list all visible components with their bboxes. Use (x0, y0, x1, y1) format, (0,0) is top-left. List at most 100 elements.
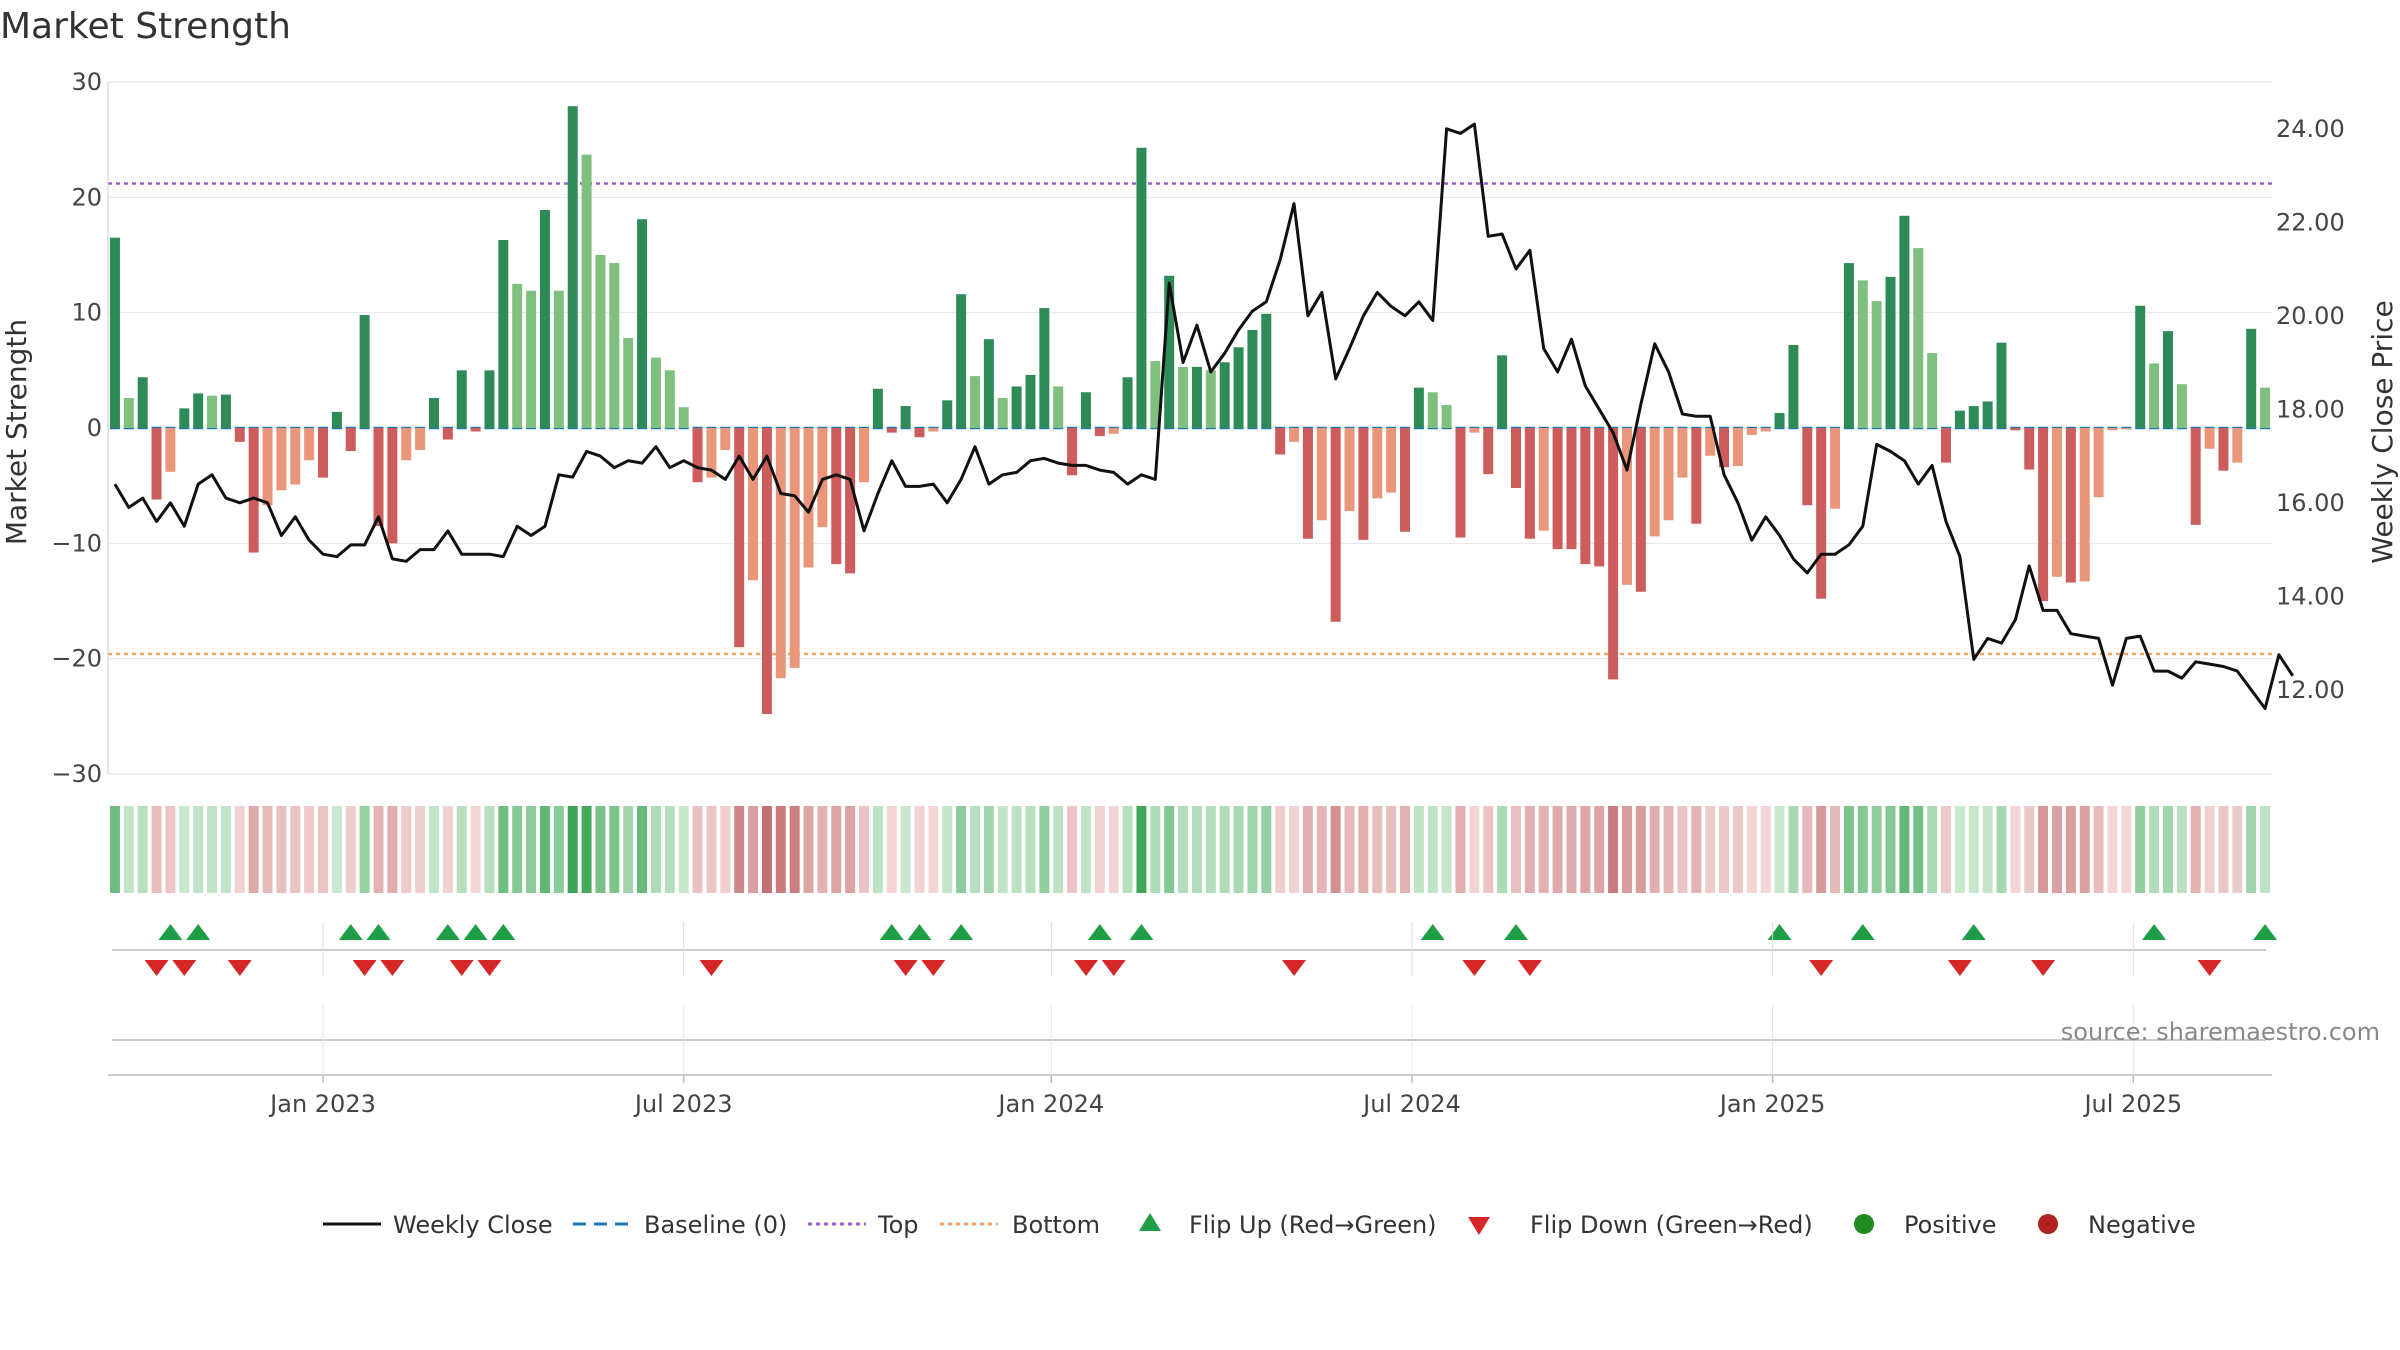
strip-cell (1358, 806, 1369, 893)
strength-bar (567, 106, 578, 428)
strip-cell (831, 806, 842, 893)
strength-bar (220, 394, 231, 428)
strip-cell (872, 806, 883, 893)
strength-bar (1289, 428, 1300, 442)
strip-cell (900, 806, 911, 893)
strength-bar (2162, 331, 2173, 428)
strip-cell (2190, 806, 2201, 893)
strength-bar (387, 428, 398, 544)
strip-cell (1261, 806, 1272, 893)
flip-up-marker (949, 924, 974, 940)
strip-cell (2121, 806, 2132, 893)
strength-bar (845, 428, 856, 574)
strength-bar (803, 428, 814, 568)
strength-bar (1344, 428, 1355, 512)
y2-tick-label: 12.00 (2276, 676, 2345, 704)
y-tick-label: 30 (71, 68, 102, 96)
strip-cell (1372, 806, 1383, 893)
strength-bar (1913, 248, 1924, 428)
strip-cell (1080, 806, 1091, 893)
strip-cell (789, 806, 800, 893)
strip-cell (650, 806, 661, 893)
strength-bar (137, 377, 148, 428)
y-tick-label: −30 (51, 760, 102, 788)
strength-bar (2232, 428, 2243, 463)
strip-cell (193, 806, 204, 893)
strip-cell (803, 806, 814, 893)
flip-down-marker (1947, 960, 1972, 976)
strip-cell (401, 806, 412, 893)
strip-cell (2246, 806, 2257, 893)
strength-bar (2246, 328, 2257, 428)
flip-down-marker (172, 960, 197, 976)
flip-down-marker (144, 960, 169, 976)
strength-bar (831, 428, 842, 565)
strength-bar (1150, 361, 1161, 428)
strip-cell (2176, 806, 2187, 893)
strip-cell (609, 806, 620, 893)
strength-bar (1011, 386, 1022, 428)
strip-cell (484, 806, 495, 893)
flip-up-marker (1129, 924, 1154, 940)
flip-down-marker (352, 960, 377, 976)
strength-bar (1816, 428, 1827, 599)
strength-bar (1968, 406, 1979, 428)
strength-bar (872, 388, 883, 428)
strength-bar (2024, 428, 2035, 470)
strength-bar (1538, 428, 1549, 531)
strength-bar (928, 428, 939, 432)
strip-cell (470, 806, 481, 893)
strength-bar (1941, 428, 1952, 463)
strip-cell (1455, 806, 1466, 893)
strength-bar (1705, 428, 1716, 456)
strip-cell (262, 806, 273, 893)
strength-bar (498, 240, 509, 428)
strength-bar (1899, 215, 1910, 428)
strip-cell (2149, 806, 2160, 893)
strength-bar (484, 370, 495, 428)
strip-cell (928, 806, 939, 893)
strip-cell (1427, 806, 1438, 893)
strength-bar (2051, 428, 2062, 577)
strip-cell (428, 806, 439, 893)
strip-cell (1538, 806, 1549, 893)
flip-down-marker (2031, 960, 2056, 976)
strength-bar (1330, 428, 1341, 622)
strip-cell (1316, 806, 1327, 893)
strip-cell (1011, 806, 1022, 893)
strength-bar (1039, 308, 1050, 428)
strip-cell (207, 806, 218, 893)
strip-cell (359, 806, 370, 893)
strip-cell (2135, 806, 2146, 893)
flip-down-marker (1101, 960, 1126, 976)
strength-bar (276, 428, 287, 491)
strength-bar (1524, 428, 1535, 539)
strength-bar (1413, 387, 1424, 428)
strength-bar (1053, 386, 1064, 428)
strip-cell (290, 806, 301, 893)
strength-bar (373, 428, 384, 527)
strip-cell (969, 806, 980, 893)
flip-down-marker (1462, 960, 1487, 976)
strength-bar (1136, 147, 1147, 429)
x-tick-label: Jan 2023 (268, 1090, 376, 1118)
flip-down-marker (699, 960, 724, 976)
strip-cell (1247, 806, 1258, 893)
legend-bottom-label: Bottom (1012, 1211, 1100, 1239)
strength-bar (1247, 329, 1258, 428)
strip-cell (1344, 806, 1355, 893)
strip-cell (1871, 806, 1882, 893)
y-tick-label: 20 (71, 183, 102, 211)
strip-cell (137, 806, 148, 893)
strength-bar (2204, 428, 2215, 449)
strip-cell (2093, 806, 2104, 893)
flip-down-marker (227, 960, 252, 976)
strength-bar (2065, 428, 2076, 583)
grid-lines (108, 81, 2272, 775)
y2-tick-label: 14.00 (2276, 582, 2345, 610)
strength-bar (1427, 392, 1438, 428)
flip-up-marker (2253, 924, 2278, 940)
strength-bar (595, 255, 606, 428)
strength-bar (2093, 428, 2104, 498)
